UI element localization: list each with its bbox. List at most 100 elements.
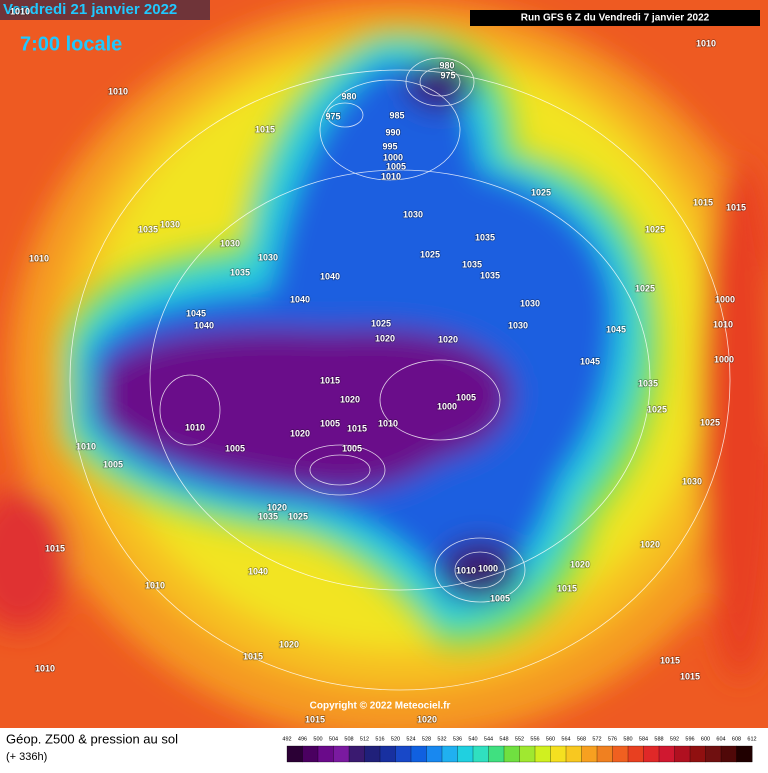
legend-swatch xyxy=(286,745,303,763)
isobar-label: 1030 xyxy=(160,219,180,229)
isobar-label: 1030 xyxy=(508,320,528,330)
legend-label: 568 xyxy=(577,736,586,742)
legend-label: 600 xyxy=(701,736,710,742)
isobar-label: 980 xyxy=(341,91,356,101)
isobar-label: 1015 xyxy=(305,714,325,724)
isobar-label: 1000 xyxy=(714,354,734,364)
legend-label: 608 xyxy=(732,736,741,742)
isobar-label: 1015 xyxy=(347,423,367,433)
isobar-label: 1025 xyxy=(371,318,391,328)
legend-label: 580 xyxy=(623,736,632,742)
isobar-label: 1020 xyxy=(340,394,360,404)
legend-swatch xyxy=(720,745,737,763)
legend-label: 504 xyxy=(329,736,338,742)
legend-swatch xyxy=(612,745,629,763)
isobar-label: 1005 xyxy=(386,161,406,171)
isobar-label: 990 xyxy=(385,127,400,137)
isobar-label: 980 xyxy=(439,60,454,70)
isobar-label: 1000 xyxy=(383,152,403,162)
isobar-label: 1015 xyxy=(693,197,713,207)
isobar-label: 1030 xyxy=(682,476,702,486)
isobar-label: 1030 xyxy=(520,298,540,308)
isobar-label: 1005 xyxy=(456,392,476,402)
isobar-label: 1020 xyxy=(570,559,590,569)
isobar-label: 1040 xyxy=(194,320,214,330)
run-info: Run GFS 6 Z du Vendredi 7 janvier 2022 xyxy=(521,13,710,24)
isobar-label: 1010 xyxy=(145,580,165,590)
isobar-label: 1045 xyxy=(606,324,626,334)
legend-label: 524 xyxy=(406,736,415,742)
legend-label: 588 xyxy=(654,736,663,742)
isobar-label: 1020 xyxy=(375,333,395,343)
isobar-label: 985 xyxy=(389,110,404,120)
isobar-label: 1015 xyxy=(320,375,340,385)
isobar-label: 1040 xyxy=(248,566,268,576)
legend-label: 508 xyxy=(344,736,353,742)
legend-label: 532 xyxy=(437,736,446,742)
legend-swatch xyxy=(426,745,443,763)
legend-label: 500 xyxy=(313,736,322,742)
legend-swatch xyxy=(488,745,505,763)
isobar-label: 995 xyxy=(382,141,397,151)
isobar-label: 1005 xyxy=(342,443,362,453)
legend-swatch xyxy=(441,745,458,763)
isobar-label: 975 xyxy=(440,70,455,80)
legend-swatch xyxy=(519,745,536,763)
isobar-label: 1035 xyxy=(480,270,500,280)
legend-label: 556 xyxy=(530,736,539,742)
legend-label: 496 xyxy=(298,736,307,742)
legend-swatch xyxy=(364,745,381,763)
isobar-label: 1025 xyxy=(645,224,665,234)
isobar-label: 1025 xyxy=(635,283,655,293)
isobar-label: 1010 xyxy=(35,663,55,673)
legend-label: 492 xyxy=(282,736,291,742)
isobar-label: 1025 xyxy=(700,417,720,427)
legend: 492 496 500 504 508 512 516 520 524 528 532 536 540 5… xyxy=(282,736,757,763)
isobar-label: 1010 xyxy=(108,86,128,96)
forecast-date: Vendredi 21 janvier 2022 xyxy=(3,1,177,18)
legend-swatch xyxy=(534,745,551,763)
legend-swatch xyxy=(581,745,598,763)
isobar-label: 1030 xyxy=(403,209,423,219)
isobar-label: 975 xyxy=(325,111,340,121)
legend-label: 604 xyxy=(716,736,725,742)
isobar-label: 1015 xyxy=(726,202,746,212)
isobar-label: 1030 xyxy=(258,252,278,262)
legend-label: 516 xyxy=(375,736,384,742)
isobar-label: 1005 xyxy=(490,593,510,603)
legend-swatch xyxy=(658,745,675,763)
isobar-label: 1035 xyxy=(638,378,658,388)
isobar-label: 1015 xyxy=(45,543,65,553)
isobar-label: 1015 xyxy=(557,583,577,593)
legend-swatch xyxy=(457,745,474,763)
legend-label: 584 xyxy=(639,736,648,742)
legend-swatch xyxy=(503,745,520,763)
legend-swatch xyxy=(317,745,334,763)
legend-label: 544 xyxy=(484,736,493,742)
legend-swatch xyxy=(689,745,706,763)
isobar-label: 1020 xyxy=(640,539,660,549)
legend-label: 560 xyxy=(546,736,555,742)
legend-swatch xyxy=(643,745,660,763)
copyright: Copyright © 2022 Meteociel.fr xyxy=(310,701,451,712)
isobar-label: 1000 xyxy=(478,563,498,573)
isobar-label: 1025 xyxy=(531,187,551,197)
isobar-label: 1020 xyxy=(438,334,458,344)
legend-swatch xyxy=(472,745,489,763)
legend-swatch xyxy=(596,745,613,763)
isobar-label: 1025 xyxy=(647,404,667,414)
legend-label: 536 xyxy=(453,736,462,742)
isobar-label: 1005 xyxy=(320,418,340,428)
legend-swatch xyxy=(674,745,691,763)
isobar-label: 1005 xyxy=(103,459,123,469)
isobar-label: 1010 xyxy=(29,253,49,263)
isobar-label: 1010 xyxy=(76,441,96,451)
isobar-label: 1035 xyxy=(230,267,250,277)
legend-swatch xyxy=(565,745,582,763)
isobar-label: 1010 xyxy=(696,38,716,48)
legend-label: 520 xyxy=(391,736,400,742)
isobar-label: 1035 xyxy=(258,511,278,521)
isobar-label: 1035 xyxy=(462,259,482,269)
